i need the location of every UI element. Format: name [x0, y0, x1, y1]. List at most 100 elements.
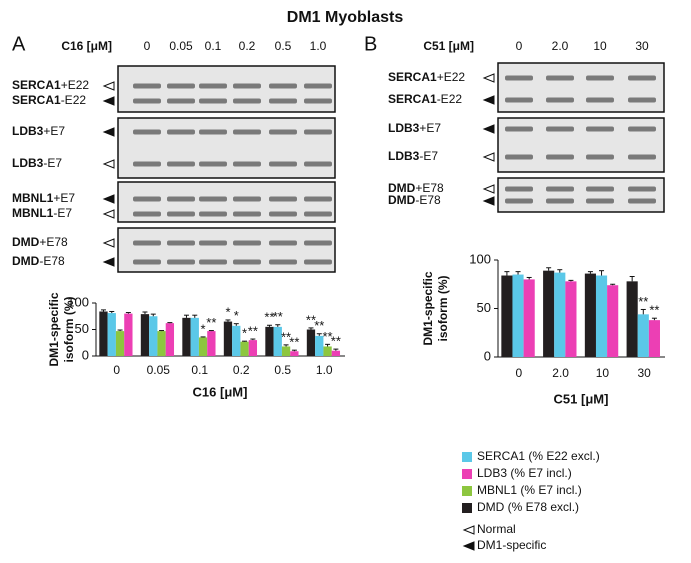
gel-band [199, 98, 227, 104]
gel-band [628, 186, 656, 192]
lane-label: 0.5 [275, 39, 292, 53]
gel-band [167, 259, 195, 265]
gel-band [167, 98, 195, 104]
gel-band [628, 198, 656, 204]
arrow [462, 541, 475, 551]
bar [315, 335, 324, 356]
gel-box [497, 117, 665, 173]
exon-name: +E7 [419, 121, 441, 135]
legend-swatch [462, 469, 472, 479]
gene-name: SERCA1 [12, 78, 61, 92]
gel-band [304, 83, 332, 89]
gel-band [199, 259, 227, 265]
y-tick-label: 0 [82, 347, 89, 362]
row-label: LDB3-E7 [12, 156, 62, 170]
row-label: MBNL1-E7 [12, 206, 72, 220]
legend-swatch [462, 503, 472, 513]
gel-band [133, 211, 161, 217]
bar [115, 331, 125, 356]
bar [232, 325, 241, 356]
gel-band [546, 154, 574, 160]
gel-band [269, 129, 297, 135]
gene-name: SERCA1 [12, 93, 61, 107]
gel-band [586, 186, 614, 192]
exon-name: -E7 [53, 206, 72, 220]
gel-band [505, 97, 533, 103]
x-tick-label: 0 [516, 366, 523, 380]
lane-label: 30 [635, 39, 649, 53]
bar [149, 316, 158, 356]
gel-band [269, 83, 297, 89]
x-tick-label: 1.0 [316, 363, 333, 377]
gel-band [269, 240, 297, 246]
significance-star: * [242, 326, 247, 341]
x-tick-label: 10 [596, 366, 610, 380]
gel-band [133, 240, 161, 246]
gel-band [199, 240, 227, 246]
gel-band [167, 83, 195, 89]
exon-name: +E78 [39, 235, 68, 249]
legend-label: LDB3 (% E7 incl.) [477, 466, 572, 480]
bar [182, 317, 191, 356]
x-axis-label: C51 [μM] [554, 391, 609, 406]
bar [140, 314, 150, 356]
gel-band [586, 154, 614, 160]
gel-band [167, 240, 195, 246]
gel-band [167, 211, 195, 217]
y-tick-label: 100 [469, 251, 491, 266]
significance-star: ** [281, 329, 291, 344]
bar [331, 350, 341, 356]
gel-band [167, 129, 195, 135]
exon-name: +E7 [43, 124, 65, 138]
gel-band [546, 186, 574, 192]
bar [248, 340, 258, 356]
arrow [102, 96, 115, 106]
y-axis-label-line: isoform (%) [62, 296, 76, 362]
gene-name: SERCA1 [388, 70, 437, 84]
row-label: DMD-E78 [12, 254, 65, 268]
bar [306, 329, 316, 356]
gene-name: LDB3 [388, 149, 420, 163]
gene-name: LDB3 [12, 124, 44, 138]
exon-name: -E22 [61, 93, 87, 107]
arrow-key-label: Normal [477, 522, 516, 536]
y-axis-label: DM1-specificisoform (%) [47, 292, 76, 366]
exon-name: +E78 [415, 181, 444, 195]
gel-band [628, 154, 656, 160]
arrow [102, 81, 115, 91]
gel-band [304, 98, 332, 104]
bar [165, 323, 175, 356]
gel-band [199, 161, 227, 167]
row-label: DMD-E78 [388, 193, 441, 207]
arrow [482, 95, 495, 105]
arrow [102, 238, 115, 248]
lane-label: 0 [144, 39, 151, 53]
gel-band [133, 259, 161, 265]
bar [107, 313, 116, 356]
bar [273, 326, 282, 356]
bar [207, 331, 216, 356]
gel-band [505, 154, 533, 160]
gel-band [133, 83, 161, 89]
gene-name: LDB3 [388, 121, 420, 135]
arrow [102, 257, 115, 267]
gel-band [304, 240, 332, 246]
gene-name: LDB3 [12, 156, 44, 170]
lane-label: 2.0 [552, 39, 569, 53]
lane-label: 1.0 [310, 39, 327, 53]
gel-band [546, 97, 574, 103]
significance-star: ** [289, 335, 299, 350]
bar [124, 313, 133, 356]
gel-band [628, 126, 656, 132]
bar [626, 281, 638, 357]
arrow [102, 159, 115, 169]
y-tick-label: 50 [477, 300, 491, 315]
exon-name: -E78 [415, 193, 441, 207]
gel-band [133, 129, 161, 135]
significance-star: ** [273, 309, 283, 324]
y-axis-label-line: isoform (%) [436, 275, 450, 341]
significance-star: ** [248, 323, 258, 338]
bar [595, 275, 608, 357]
arrow [482, 73, 495, 83]
